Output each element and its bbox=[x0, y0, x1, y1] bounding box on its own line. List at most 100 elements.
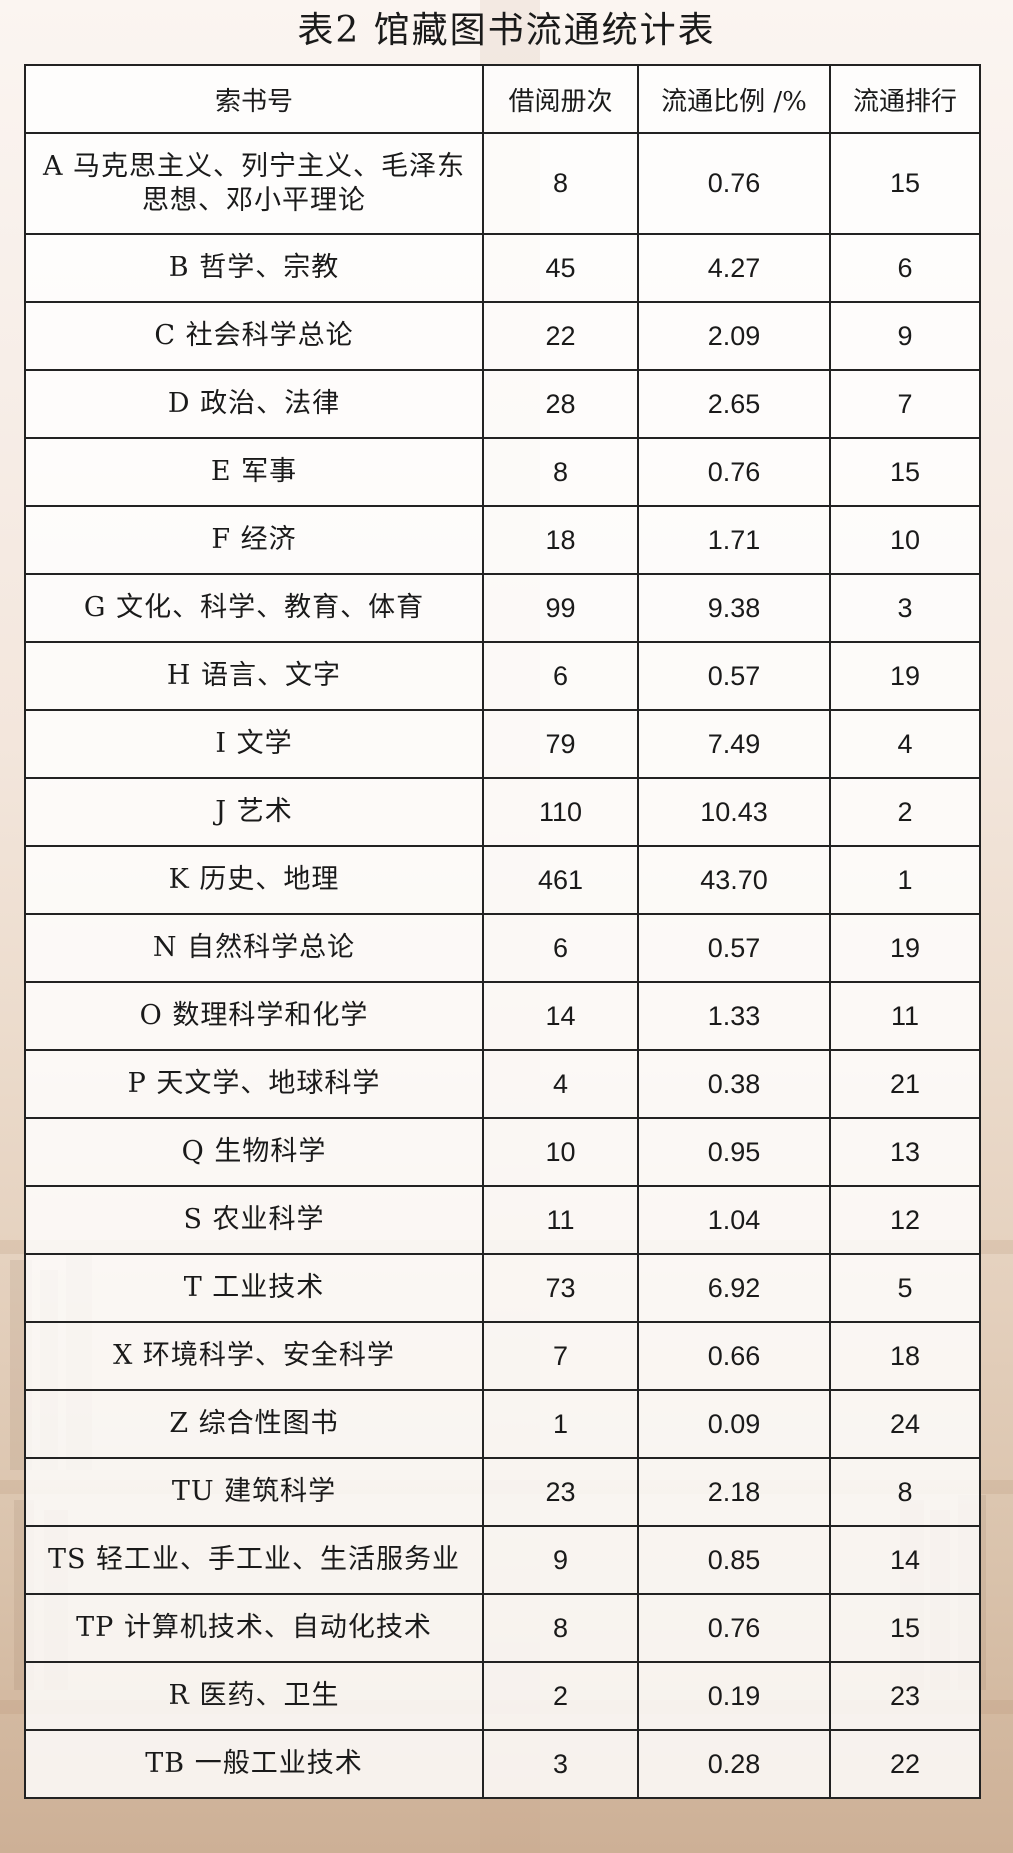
cell-category: G 文化、科学、教育、体育 bbox=[24, 573, 484, 643]
cell-rank: 5 bbox=[829, 1253, 981, 1323]
table-row: S 农业科学 11 1.04 12 bbox=[24, 1185, 981, 1255]
header-circulation-ratio: 流通比例 /% bbox=[637, 64, 831, 134]
table-row: Z 综合性图书 1 0.09 24 bbox=[24, 1389, 981, 1459]
cell-rank: 9 bbox=[829, 301, 981, 371]
cell-borrows: 14 bbox=[482, 981, 639, 1051]
cell-borrows: 23 bbox=[482, 1457, 639, 1527]
table-row: TB 一般工业技术 3 0.28 22 bbox=[24, 1729, 981, 1799]
cell-category: X 环境科学、安全科学 bbox=[24, 1321, 484, 1391]
table-row: X 环境科学、安全科学 7 0.66 18 bbox=[24, 1321, 981, 1391]
cell-ratio: 7.49 bbox=[637, 709, 831, 779]
cell-rank: 7 bbox=[829, 369, 981, 439]
cell-category: S 农业科学 bbox=[24, 1185, 484, 1255]
cell-rank: 15 bbox=[829, 1593, 981, 1663]
cell-ratio: 0.38 bbox=[637, 1049, 831, 1119]
cell-category: B 哲学、宗教 bbox=[24, 233, 484, 303]
cell-rank: 14 bbox=[829, 1525, 981, 1595]
cell-ratio: 1.33 bbox=[637, 981, 831, 1051]
cell-rank: 24 bbox=[829, 1389, 981, 1459]
cell-category: TB 一般工业技术 bbox=[24, 1729, 484, 1799]
table-row: TU 建筑科学 23 2.18 8 bbox=[24, 1457, 981, 1527]
cell-ratio: 2.09 bbox=[637, 301, 831, 371]
cell-category: K 历史、地理 bbox=[24, 845, 484, 915]
cell-borrows: 10 bbox=[482, 1117, 639, 1187]
table-row: H 语言、文字 6 0.57 19 bbox=[24, 641, 981, 711]
cell-category: F 经济 bbox=[24, 505, 484, 575]
table-row: D 政治、法律 28 2.65 7 bbox=[24, 369, 981, 439]
cell-borrows: 110 bbox=[482, 777, 639, 847]
cell-borrows: 28 bbox=[482, 369, 639, 439]
cell-borrows: 6 bbox=[482, 913, 639, 983]
table-row: T 工业技术 73 6.92 5 bbox=[24, 1253, 981, 1323]
cell-category: A 马克思主义、列宁主义、毛泽东思想、邓小平理论 bbox=[24, 132, 484, 235]
cell-borrows: 3 bbox=[482, 1729, 639, 1799]
cell-rank: 1 bbox=[829, 845, 981, 915]
cell-rank: 2 bbox=[829, 777, 981, 847]
cell-category: C 社会科学总论 bbox=[24, 301, 484, 371]
cell-ratio: 0.95 bbox=[637, 1117, 831, 1187]
table-row: I 文学 79 7.49 4 bbox=[24, 709, 981, 779]
table-row: O 数理科学和化学 14 1.33 11 bbox=[24, 981, 981, 1051]
cell-borrows: 8 bbox=[482, 132, 639, 235]
cell-ratio: 0.76 bbox=[637, 437, 831, 507]
cell-category: Q 生物科学 bbox=[24, 1117, 484, 1187]
cell-category: O 数理科学和化学 bbox=[24, 981, 484, 1051]
cell-borrows: 99 bbox=[482, 573, 639, 643]
cell-rank: 4 bbox=[829, 709, 981, 779]
cell-category: Z 综合性图书 bbox=[24, 1389, 484, 1459]
table-title: 表2 馆藏图书流通统计表 bbox=[297, 10, 716, 51]
cell-rank: 12 bbox=[829, 1185, 981, 1255]
cell-borrows: 18 bbox=[482, 505, 639, 575]
cell-ratio: 0.66 bbox=[637, 1321, 831, 1391]
cell-borrows: 7 bbox=[482, 1321, 639, 1391]
cell-borrows: 2 bbox=[482, 1661, 639, 1731]
cell-borrows: 8 bbox=[482, 437, 639, 507]
table-row: G 文化、科学、教育、体育 99 9.38 3 bbox=[24, 573, 981, 643]
table-row: J 艺术 110 10.43 2 bbox=[24, 777, 981, 847]
cell-category: E 军事 bbox=[24, 437, 484, 507]
cell-ratio: 10.43 bbox=[637, 777, 831, 847]
table-row: F 经济 18 1.71 10 bbox=[24, 505, 981, 575]
cell-category: I 文学 bbox=[24, 709, 484, 779]
cell-category: TP 计算机技术、自动化技术 bbox=[24, 1593, 484, 1663]
cell-category: R 医药、卫生 bbox=[24, 1661, 484, 1731]
cell-ratio: 0.57 bbox=[637, 641, 831, 711]
cell-borrows: 45 bbox=[482, 233, 639, 303]
cell-ratio: 0.28 bbox=[637, 1729, 831, 1799]
table-row: TS 轻工业、手工业、生活服务业 9 0.85 14 bbox=[24, 1525, 981, 1595]
table-row: TP 计算机技术、自动化技术 8 0.76 15 bbox=[24, 1593, 981, 1663]
cell-ratio: 2.65 bbox=[637, 369, 831, 439]
table-row: E 军事 8 0.76 15 bbox=[24, 437, 981, 507]
header-borrow-count: 借阅册次 bbox=[482, 64, 639, 134]
table-row: K 历史、地理 461 43.70 1 bbox=[24, 845, 981, 915]
header-circulation-rank: 流通排行 bbox=[829, 64, 981, 134]
cell-ratio: 0.85 bbox=[637, 1525, 831, 1595]
cell-borrows: 461 bbox=[482, 845, 639, 915]
cell-category: J 艺术 bbox=[24, 777, 484, 847]
cell-rank: 15 bbox=[829, 437, 981, 507]
cell-rank: 19 bbox=[829, 913, 981, 983]
cell-ratio: 0.09 bbox=[637, 1389, 831, 1459]
cell-ratio: 0.57 bbox=[637, 913, 831, 983]
cell-borrows: 4 bbox=[482, 1049, 639, 1119]
cell-rank: 6 bbox=[829, 233, 981, 303]
table-row: B 哲学、宗教 45 4.27 6 bbox=[24, 233, 981, 303]
cell-category: T 工业技术 bbox=[24, 1253, 484, 1323]
cell-ratio: 43.70 bbox=[637, 845, 831, 915]
cell-rank: 23 bbox=[829, 1661, 981, 1731]
cell-borrows: 73 bbox=[482, 1253, 639, 1323]
cell-ratio: 4.27 bbox=[637, 233, 831, 303]
cell-borrows: 6 bbox=[482, 641, 639, 711]
cell-category: N 自然科学总论 bbox=[24, 913, 484, 983]
table-row: Q 生物科学 10 0.95 13 bbox=[24, 1117, 981, 1187]
cell-rank: 8 bbox=[829, 1457, 981, 1527]
cell-borrows: 8 bbox=[482, 1593, 639, 1663]
cell-ratio: 1.71 bbox=[637, 505, 831, 575]
table-row: R 医药、卫生 2 0.19 23 bbox=[24, 1661, 981, 1731]
cell-rank: 18 bbox=[829, 1321, 981, 1391]
cell-rank: 15 bbox=[829, 132, 981, 235]
cell-ratio: 0.76 bbox=[637, 132, 831, 235]
table-row: P 天文学、地球科学 4 0.38 21 bbox=[24, 1049, 981, 1119]
table-row: C 社会科学总论 22 2.09 9 bbox=[24, 301, 981, 371]
cell-rank: 3 bbox=[829, 573, 981, 643]
